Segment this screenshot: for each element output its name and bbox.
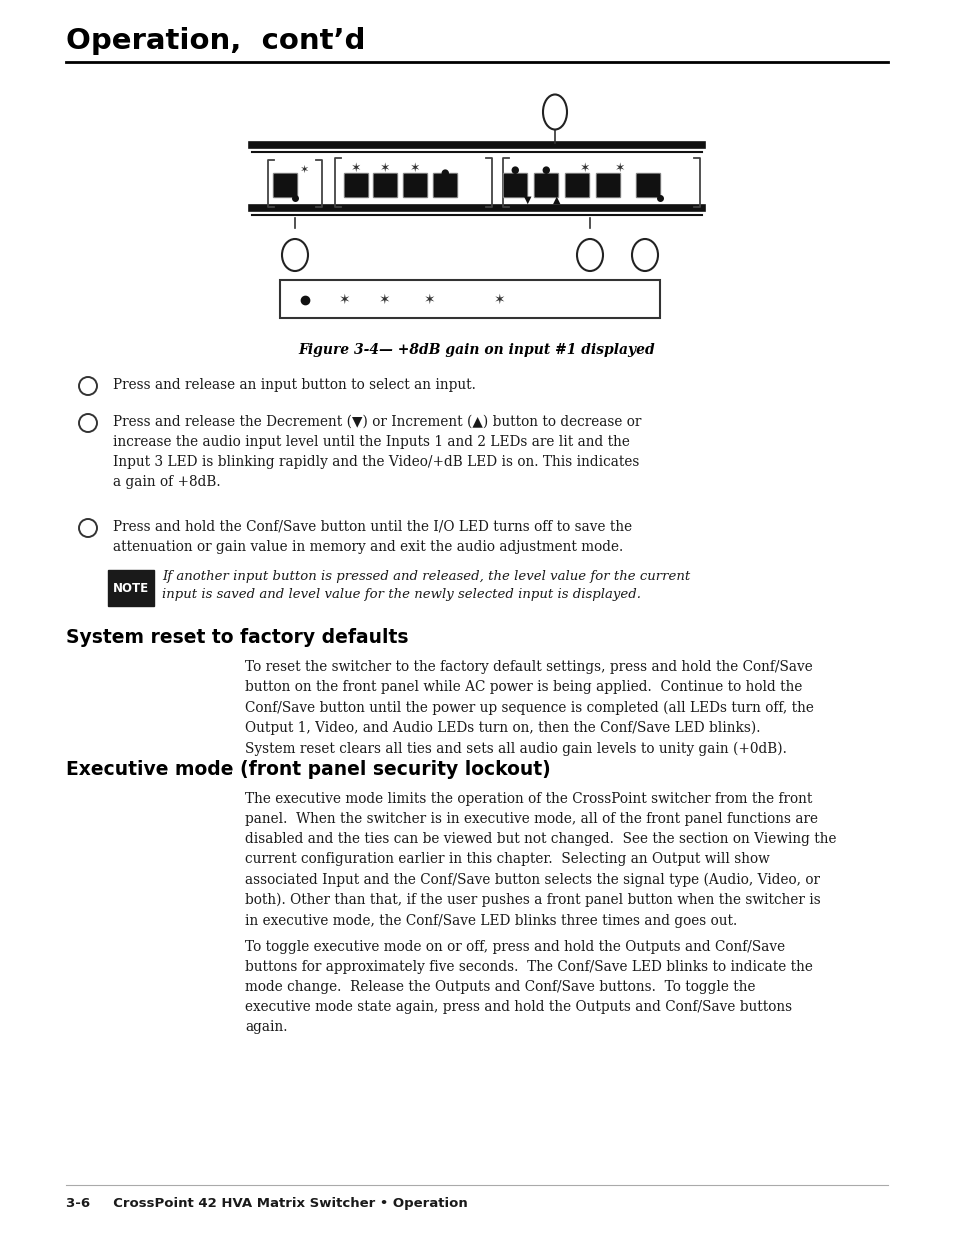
Bar (564, 173, 588, 198)
Bar (108, 571, 153, 606)
Bar (535, 174, 557, 196)
Text: Executive mode (front panel security lockout): Executive mode (front panel security loc… (66, 760, 550, 779)
Text: ✶: ✶ (410, 162, 420, 174)
Text: ✶: ✶ (579, 162, 590, 174)
Text: To reset the switcher to the factory default settings, press and hold the Conf/S: To reset the switcher to the factory def… (245, 659, 813, 756)
Bar (280, 280, 659, 317)
Text: ✶: ✶ (424, 293, 436, 308)
Text: ▲: ▲ (553, 195, 560, 205)
Bar (345, 174, 367, 196)
Text: ▼: ▼ (524, 195, 531, 205)
Text: ✶: ✶ (614, 162, 624, 174)
Bar (434, 174, 456, 196)
Text: NOTE: NOTE (112, 582, 149, 594)
Text: ✶: ✶ (378, 293, 391, 308)
Bar (373, 173, 396, 198)
Bar (502, 173, 526, 198)
Text: System reset to factory defaults: System reset to factory defaults (66, 629, 408, 647)
Text: Press and hold the Conf/Save button until the I/O LED turns off to save the
atte: Press and hold the Conf/Save button unti… (112, 520, 632, 555)
Text: Press and release an input button to select an input.: Press and release an input button to sel… (112, 378, 476, 391)
Text: Press and release the Decrement (▼) or Increment (▲) button to decrease or
incre: Press and release the Decrement (▼) or I… (112, 415, 640, 489)
Text: ●: ● (541, 165, 550, 175)
Bar (374, 174, 395, 196)
Bar (344, 173, 368, 198)
Text: ✶: ✶ (300, 165, 310, 175)
Bar (637, 174, 659, 196)
Text: Operation,  cont’d: Operation, cont’d (66, 27, 365, 56)
Bar (274, 174, 295, 196)
Bar (596, 173, 619, 198)
Text: ✶: ✶ (351, 162, 361, 174)
Text: If another input button is pressed and released, the level value for the current: If another input button is pressed and r… (162, 571, 690, 601)
Bar (273, 173, 296, 198)
Bar (565, 174, 587, 196)
Text: Figure 3-4— +8dB gain on input #1 displayed: Figure 3-4— +8dB gain on input #1 displa… (298, 343, 655, 357)
Bar (433, 173, 456, 198)
Text: To toggle executive mode on or off, press and hold the Outputs and Conf/Save
but: To toggle executive mode on or off, pres… (245, 940, 812, 1034)
Text: ●: ● (440, 168, 449, 178)
Bar (534, 173, 558, 198)
Bar (402, 173, 427, 198)
Text: 3-6     CrossPoint 42 HVA Matrix Switcher • Operation: 3-6 CrossPoint 42 HVA Matrix Switcher • … (66, 1197, 467, 1210)
Text: ●: ● (510, 165, 518, 175)
Text: ✶: ✶ (379, 162, 390, 174)
Bar (403, 174, 426, 196)
Text: ✶: ✶ (339, 293, 351, 308)
Text: The executive mode limits the operation of the CrossPoint switcher from the fron: The executive mode limits the operation … (245, 792, 836, 927)
Text: ✶: ✶ (494, 293, 505, 308)
Bar (636, 173, 659, 198)
Bar (597, 174, 618, 196)
Bar (503, 174, 525, 196)
